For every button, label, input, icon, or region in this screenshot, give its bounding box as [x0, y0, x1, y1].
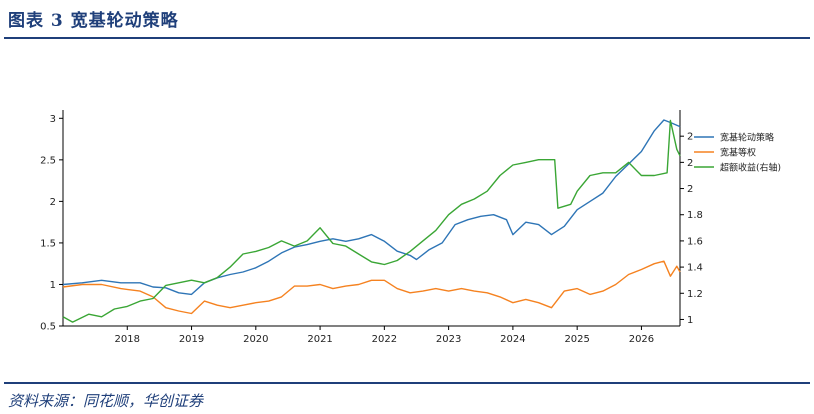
y-right-tick-label: 1.2	[687, 289, 703, 300]
series-line-0	[62, 119, 681, 296]
y-right-tick-label: 1.6	[687, 236, 703, 247]
chart-series	[62, 119, 681, 323]
y-right-tick-label: 2	[687, 184, 693, 195]
y-right-tick-label: 1.4	[687, 263, 703, 274]
legend-label: 宽基等权	[720, 147, 756, 159]
figure-title: 图表 3 宽基轮动策略	[8, 11, 179, 31]
legend-label: 宽基轮动策略	[720, 132, 774, 144]
legend-label: 超额收益(右轴)	[720, 162, 781, 174]
chart-axes: 0.5 1 1.5 2 2.5 3 1 1.2 1.4 1.6 1.8 2 2 2 2018 2019 2020…	[40, 110, 703, 345]
source-note: 资料来源：同花顺，华创证券	[8, 392, 204, 410]
y-left-tick-label: 2	[50, 197, 56, 208]
series-line-2	[62, 119, 681, 323]
x-tick-label: 2025	[564, 334, 589, 345]
figure-header: 图表 3 宽基轮动策略	[0, 0, 814, 38]
x-tick-label: 2023	[436, 334, 461, 345]
y-left-tick-label: 2.5	[40, 155, 56, 166]
y-left-tick-label: 1	[50, 280, 56, 291]
x-tick-label: 2019	[179, 334, 204, 345]
series-line-1	[62, 260, 681, 315]
x-tick-label: 2022	[372, 334, 397, 345]
x-tick-label: 2021	[307, 334, 332, 345]
y-left-tick-label: 1.5	[40, 238, 56, 249]
y-right-tick-label: 1.8	[687, 210, 703, 221]
x-tick-label: 2018	[115, 334, 140, 345]
y-left-tick-label: 0.5	[40, 322, 56, 333]
x-tick-label: 2020	[243, 334, 268, 345]
x-tick-label: 2024	[500, 334, 525, 345]
y-right-tick-label: 1	[687, 315, 693, 326]
footer-rule	[4, 382, 810, 384]
y-right-tick-label: 2	[687, 132, 693, 143]
y-left-tick-label: 3	[50, 114, 56, 125]
x-tick-label: 2026	[629, 334, 654, 345]
header-rule	[4, 37, 810, 39]
y-right-tick-label: 2	[687, 158, 693, 169]
